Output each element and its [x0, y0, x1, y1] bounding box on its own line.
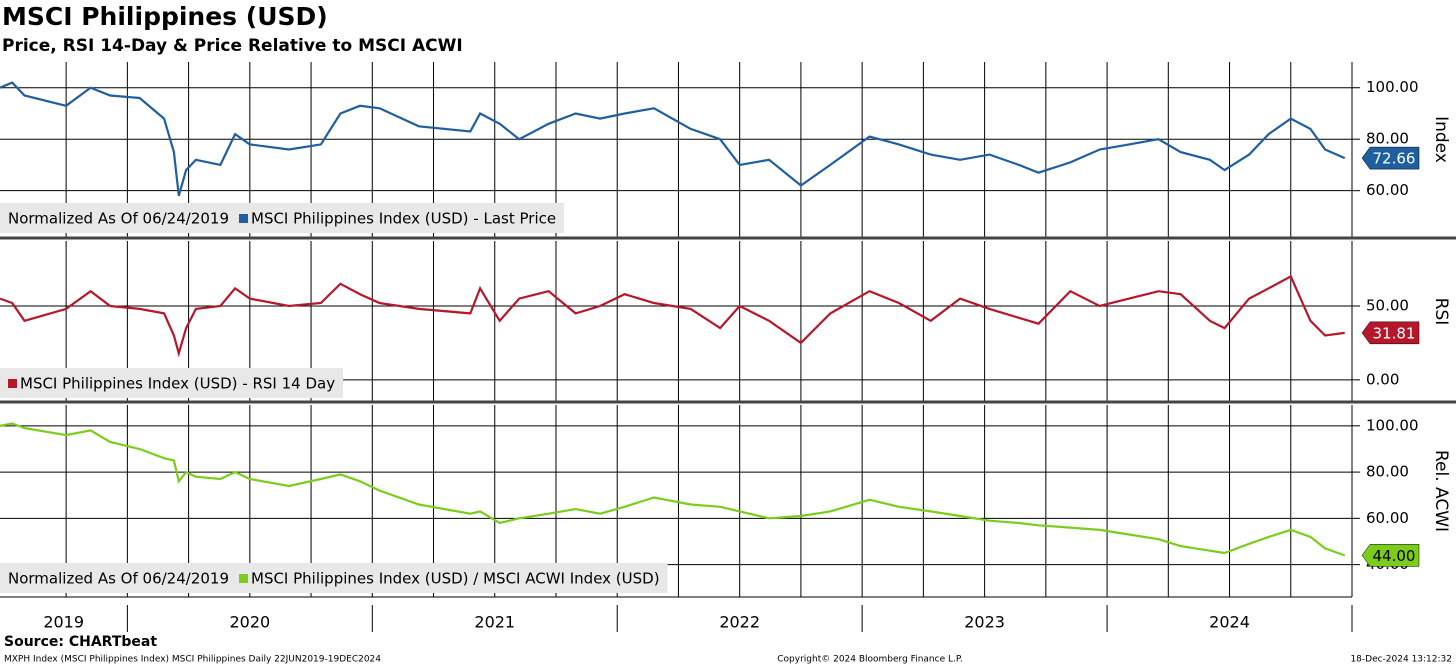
y-axis-title: Index — [1431, 116, 1451, 163]
x-tick-label: 2023 — [964, 613, 1005, 632]
series-line — [0, 422, 1346, 557]
description: MXPH Index (MSCI Philippines Index) MSCI… — [4, 655, 381, 665]
last-value-tag — [1361, 146, 1420, 170]
last-value-tag — [1361, 321, 1420, 345]
copyright: Copyright© 2024 Bloomberg Finance L.P. — [777, 655, 962, 665]
y-tick-label: 60.00 — [1366, 181, 1409, 199]
x-tick-label: 2022 — [719, 613, 760, 632]
legend-swatch — [8, 379, 17, 388]
legend-swatch — [239, 574, 248, 583]
x-tick-label: 2020 — [229, 613, 270, 632]
legend-bg — [0, 368, 344, 398]
y-tick-label: 50.00 — [1366, 296, 1409, 314]
source: Source: CHARTbeat — [4, 634, 157, 650]
y-tick-label: 100.00 — [1366, 78, 1419, 96]
series-line — [0, 81, 1346, 197]
last-value-tag — [1361, 544, 1420, 567]
y-tick-label: 100.00 — [1366, 416, 1419, 434]
legend: MSCI Philippines Index (USD) - RSI 14 Da… — [0, 368, 344, 398]
legend-note: Normalized As Of 06/24/2019 — [8, 570, 229, 588]
y-tick-label: 0.00 — [1366, 370, 1399, 388]
subtitle: Price, RSI 14-Day & Price Relative to MS… — [2, 36, 463, 56]
y-tick-label: 60.00 — [1366, 509, 1409, 527]
legend-swatch — [239, 214, 248, 223]
last-value-label: 31.81 — [1373, 324, 1416, 342]
legend: Normalized As Of 06/24/2019 MSCI Philippi… — [0, 563, 668, 593]
legend-bg — [0, 563, 668, 593]
legend-bg — [0, 203, 565, 233]
legend-label: MSCI Philippines Index (USD) / MSCI ACWI… — [251, 570, 660, 588]
y-axis-title: Rel. ACWI — [1431, 450, 1451, 532]
x-tick-label: 2021 — [474, 613, 515, 632]
y-tick-label: 80.00 — [1366, 130, 1409, 148]
legend-label: MSCI Philippines Index (USD) - RSI 14 Da… — [20, 375, 335, 393]
y-axis-title: RSI — [1431, 298, 1451, 326]
legend-note: Normalized As Of 06/24/2019 — [8, 210, 229, 228]
last-value-label: 44.00 — [1373, 547, 1416, 565]
title: MSCI Philippines (USD) — [2, 2, 328, 31]
legend: Normalized As Of 06/24/2019 MSCI Philippi… — [0, 203, 565, 233]
last-value-label: 72.66 — [1373, 150, 1416, 168]
legend-label: MSCI Philippines Index (USD) - Last Pric… — [251, 210, 556, 228]
y-tick-label: 80.00 — [1366, 463, 1409, 481]
x-tick-label: 2019 — [43, 613, 84, 632]
series-line — [0, 274, 1345, 358]
x-tick-label: 2024 — [1209, 613, 1250, 632]
timestamp: 18-Dec-2024 13:12:32 — [1350, 655, 1452, 665]
